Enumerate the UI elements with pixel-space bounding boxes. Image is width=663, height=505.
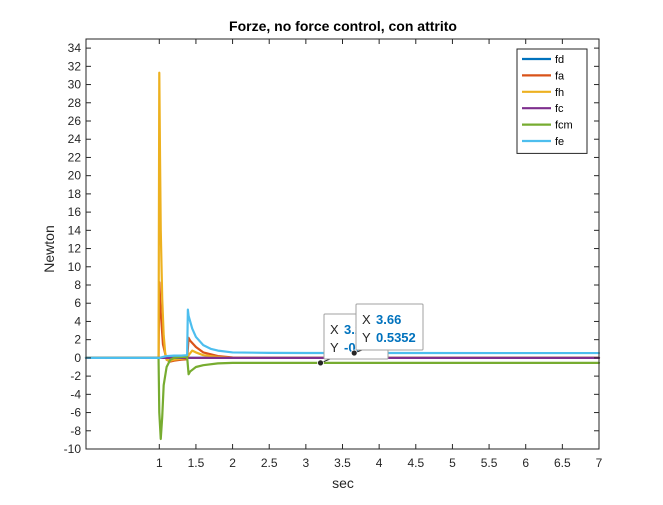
x-tick-label: 4.5 [407, 456, 424, 470]
y-tick-label: 14 [68, 223, 82, 237]
y-axis-label: Newton [41, 225, 57, 272]
y-tick-label: 8 [74, 278, 81, 292]
y-tick-label: -8 [70, 424, 81, 438]
y-tick-label: -6 [70, 406, 81, 420]
y-tick-label: 22 [68, 150, 82, 164]
y-tick-label: 26 [68, 114, 82, 128]
y-tick-label: 12 [68, 242, 82, 256]
y-tick-label: 30 [68, 78, 82, 92]
datatip-box [355, 303, 424, 351]
chart-title: Forze, no force control, con attrito [229, 18, 457, 34]
y-tick-label: 10 [68, 260, 82, 274]
legend-entry-fc[interactable]: fc [555, 103, 564, 115]
y-tick-label: 18 [68, 187, 82, 201]
y-tick-label: 34 [68, 41, 82, 55]
datatip-y-value: 0.5352 [376, 330, 416, 345]
ticks: 1 1.5 2 2.5 3 3.5 4 4.5 5 5.5 6 6.5 7-10-8-6-4-20246… [64, 39, 603, 470]
y-tick-label: 32 [68, 59, 82, 73]
y-tick-label: 20 [68, 169, 82, 183]
legend-entry-fd[interactable]: fd [555, 54, 564, 66]
series-line-fcm[interactable] [84, 355, 601, 441]
x-tick-label: 6.5 [554, 456, 571, 470]
x-tick-label: 4 [376, 456, 383, 470]
y-tick-label: 16 [68, 205, 82, 219]
x-tick-label: 2 [229, 456, 236, 470]
x-tick-label: 3 [303, 456, 310, 470]
datatip-2[interactable]: X 3.66 Y 0.5352 [350, 303, 424, 357]
legend-entry-fa[interactable]: fa [555, 70, 565, 82]
x-tick-label: 1.5 [188, 456, 205, 470]
datatip-x-key: X [362, 312, 371, 327]
datatip-y-key: Y [362, 330, 371, 345]
datatip-marker [350, 349, 358, 357]
series-line-fe[interactable] [84, 308, 601, 359]
x-tick-label: 5 [449, 456, 456, 470]
x-tick-label: 1 [156, 456, 163, 470]
legend[interactable]: fd fa fh fc fcm fe [516, 48, 588, 154]
series-line-fh[interactable] [84, 71, 601, 362]
y-tick-label: 4 [74, 314, 81, 328]
datatip-x-key: X [330, 322, 339, 337]
y-tick-label: 28 [68, 96, 82, 110]
x-tick-label: 7 [596, 456, 603, 470]
y-tick-label: 0 [74, 351, 81, 365]
x-axis-label: sec [332, 475, 354, 491]
y-tick-label: -2 [70, 369, 81, 383]
axes-background [86, 39, 599, 449]
datatip-y-key: Y [330, 340, 339, 355]
y-tick-label: 24 [68, 132, 82, 146]
plot-area[interactable]: 1 1.5 2 2.5 3 3.5 4 4.5 5 5.5 6 6.5 7-10-8-6-4-20246… [64, 38, 603, 470]
legend-entry-fcm[interactable]: fcm [555, 120, 573, 132]
y-tick-label: 6 [74, 296, 81, 310]
y-tick-label: -4 [70, 387, 81, 401]
legend-entry-fe[interactable]: fe [555, 136, 564, 148]
legend-entry-fh[interactable]: fh [555, 87, 564, 99]
legend-box [516, 48, 588, 154]
x-tick-label: 2.5 [261, 456, 278, 470]
x-tick-label: 6 [522, 456, 529, 470]
x-tick-label: 3.5 [334, 456, 351, 470]
y-tick-label: 2 [74, 333, 81, 347]
datatip-marker [317, 359, 324, 367]
x-tick-label: 5.5 [481, 456, 498, 470]
y-tick-label: -10 [64, 442, 82, 456]
datatip-x-value: 3.66 [376, 312, 401, 327]
datatips[interactable]: X 3.2Y -0.X 3.66Y 0.5352 [317, 303, 424, 367]
